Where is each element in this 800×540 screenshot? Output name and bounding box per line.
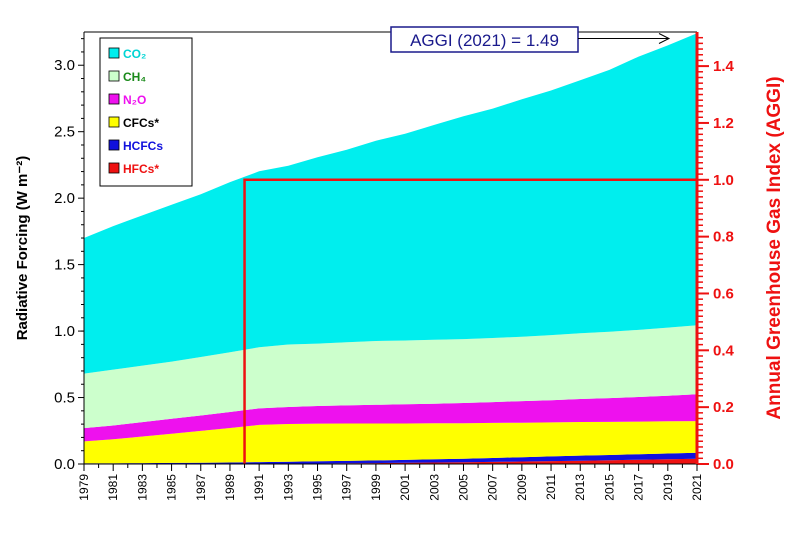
annotation-text: AGGI (2021) = 1.49 [410, 31, 559, 50]
y2-tick-label: 0.2 [713, 399, 734, 416]
x-tick-label: 2003 [427, 474, 441, 501]
area-ch [84, 325, 697, 429]
legend-box [99, 37, 193, 187]
x-tick-label: 1997 [340, 474, 354, 501]
legend-swatch [108, 93, 120, 105]
x-tick-label: 1985 [165, 474, 179, 501]
annotation-box [390, 26, 579, 53]
y-tick-label: 2.5 [54, 124, 75, 141]
x-tick-label: 2011 [544, 474, 558, 500]
legend-swatch [108, 162, 120, 174]
area-n-o [84, 394, 697, 442]
y2-axis-title: Annual Greenhouse Gas Index (AGGI) [764, 76, 785, 419]
area-hcfcs [84, 452, 697, 464]
y2-tick-label: 1.2 [713, 115, 734, 132]
legend-swatch [108, 139, 120, 151]
x-tick-label: 2001 [398, 474, 412, 501]
stacked-areas [84, 33, 697, 464]
y2-tick-label: 0.6 [713, 285, 734, 302]
y2-tick-label: 0.4 [713, 342, 735, 359]
x-tick-label: 1999 [369, 474, 383, 501]
legend-label: N₂O [123, 93, 146, 107]
y-tick-label: 3.0 [54, 57, 75, 74]
y-axis-title: Radiative Forcing (W m⁻²) [14, 156, 31, 341]
x-tick-label: 2015 [602, 474, 616, 501]
y-tick-label: 2.0 [54, 190, 75, 207]
legend-swatch [108, 70, 120, 82]
area-co [84, 33, 697, 374]
x-tick-label: 2019 [661, 474, 675, 501]
x-tick-label: 1991 [252, 474, 266, 501]
area-hfcs [84, 458, 697, 464]
axes: 0.0 0.5 1.0 1.5 2.0 2.5 3.0 0.0 0.2 0.4 0.6 0.8 1.0 1… [14, 31, 785, 501]
x-tick-label: 2013 [573, 474, 587, 501]
x-tick-label: 1987 [194, 474, 208, 501]
y2-tick-label: 0.0 [713, 456, 734, 473]
legend-swatch [108, 116, 120, 128]
x-tick-label: 1995 [311, 474, 325, 501]
aggi-baseline-line [243, 178, 697, 464]
y-tick-label: 1.5 [54, 257, 75, 274]
legend-label: CO₂ [123, 47, 146, 61]
x-tick-label: 1989 [223, 474, 237, 501]
aggi-overlay [243, 178, 697, 464]
x-tick-label: 1979 [77, 474, 91, 501]
legend-label: HFCs* [123, 162, 159, 176]
x-tick-label: 2021 [690, 474, 704, 501]
x-tick-label: 2017 [632, 474, 646, 501]
y2-tick-label: 1.4 [713, 58, 735, 75]
x-tick-label: 2005 [456, 474, 470, 501]
legend-label: CH₄ [123, 70, 146, 84]
annotation-arrow-head [658, 33, 671, 44]
legend-label: HCFCs [123, 139, 163, 153]
x-tick-label: 1993 [281, 474, 295, 501]
legend-label: CFCs* [123, 116, 159, 130]
x-tick-label: 2007 [486, 474, 500, 501]
y2-tick-label: 0.8 [713, 229, 734, 246]
y2-tick-label: 1.0 [713, 172, 734, 189]
y-tick-label: 1.0 [54, 323, 75, 340]
legend-swatch [108, 47, 120, 59]
legend: CO₂ CH₄ N₂O CFCs* HCFCs HFCs* [99, 37, 193, 187]
x-tick-label: 1983 [135, 474, 149, 501]
x-tick-label: 2009 [515, 474, 529, 501]
y-tick-label: 0.5 [54, 390, 75, 407]
x-tick-label: 1981 [106, 474, 120, 501]
aggi-annotation: AGGI (2021) = 1.49 [390, 26, 671, 53]
area-cfcs [84, 421, 697, 464]
y-tick-label: 0.0 [54, 456, 75, 473]
